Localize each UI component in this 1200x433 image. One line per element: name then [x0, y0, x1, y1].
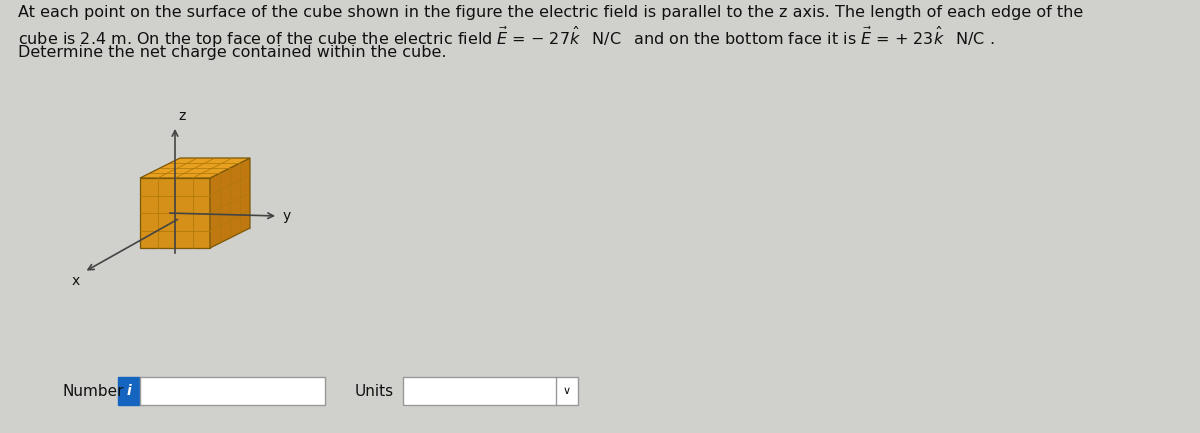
Text: cube is 2.4 m. On the top face of the cube the electric field $\vec{E}$ = − 27$\: cube is 2.4 m. On the top face of the cu…	[18, 25, 995, 50]
Text: z: z	[178, 109, 185, 123]
Polygon shape	[140, 158, 250, 178]
Text: Units: Units	[355, 384, 394, 398]
Text: Number: Number	[62, 384, 124, 398]
Text: i: i	[127, 384, 131, 398]
Text: x: x	[72, 274, 80, 288]
Text: At each point on the surface of the cube shown in the figure the electric field : At each point on the surface of the cube…	[18, 5, 1084, 20]
Text: ∨: ∨	[563, 386, 571, 396]
Text: Determine the net charge contained within the cube.: Determine the net charge contained withi…	[18, 45, 446, 60]
FancyBboxPatch shape	[118, 377, 140, 405]
Polygon shape	[140, 178, 210, 248]
FancyBboxPatch shape	[140, 377, 325, 405]
FancyBboxPatch shape	[403, 377, 578, 405]
Text: y: y	[283, 209, 292, 223]
Polygon shape	[210, 158, 250, 248]
